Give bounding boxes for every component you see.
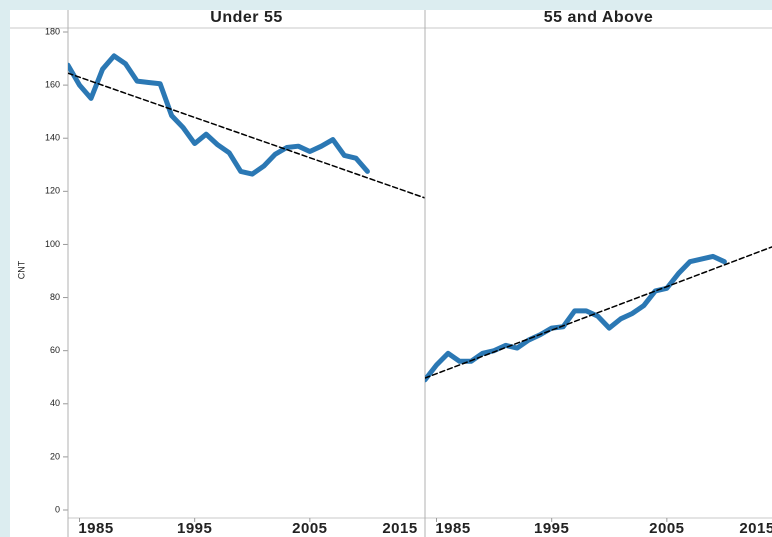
y-tick-label: 60 [50,345,60,355]
x-tick-label: 2015 [382,520,417,537]
y-tick-label: 80 [50,292,60,302]
trend-line [425,246,772,379]
x-tick-label: 2005 [649,520,684,537]
data-line [68,53,370,177]
y-tick-label: 100 [45,239,60,249]
trend-line [68,72,425,199]
y-axis-label: CNT [16,260,26,279]
y-tick-label: 120 [45,186,60,196]
y-tick-label: 40 [50,398,60,408]
x-tick-label: 1985 [78,520,113,537]
y-tick-label: 0 [55,504,60,514]
y-tick-label: 160 [45,79,60,89]
x-tick-label: 2015 [739,520,772,537]
plot-background [10,10,772,537]
panel-title: Under 55 [210,9,282,26]
x-tick-label: 2005 [292,520,327,537]
panel-title: 55 and Above [544,9,653,26]
y-tick-label: 20 [50,451,60,461]
x-tick-label: 1995 [177,520,212,537]
x-tick-label: 1985 [435,520,470,537]
x-tick-label: 1995 [534,520,569,537]
y-tick-label: 140 [45,133,60,143]
y-tick-label: 180 [45,26,60,36]
